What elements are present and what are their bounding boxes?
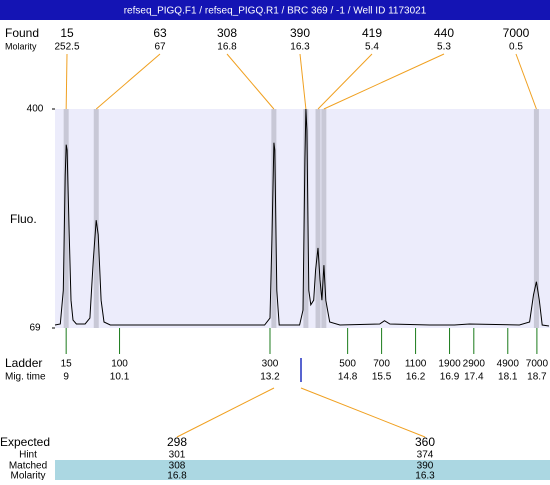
ladder-time: 14.8: [338, 372, 358, 383]
found-molarity: 16.3: [290, 42, 310, 53]
found-molarity: 5.4: [365, 42, 379, 53]
ladder-size: 500: [339, 359, 356, 370]
found-size: 15: [60, 26, 74, 40]
matched-label: Matched: [9, 461, 47, 472]
molarity-label: Molarity: [5, 41, 37, 51]
molarity-value: 16.8: [167, 471, 187, 480]
ladder-size: 1100: [405, 359, 427, 370]
peak-connector: [65, 53, 68, 110]
peak-band: [93, 109, 99, 328]
ladder-time: 17.4: [464, 372, 484, 383]
ladder-time: 16.9: [440, 372, 460, 383]
found-size: 308: [217, 26, 237, 40]
ladder-time: 18.7: [527, 372, 547, 383]
ladder-size: 700: [373, 359, 390, 370]
found-label: Found: [5, 26, 39, 40]
found-size: 63: [153, 26, 167, 40]
peak-connector: [323, 53, 445, 110]
ladder-time: 16.2: [406, 372, 426, 383]
trace: [54, 108, 550, 327]
found-size: 419: [362, 26, 382, 40]
y-tick-label: 400: [27, 104, 44, 115]
found-molarity: 16.8: [217, 42, 237, 53]
ladder-label: Ladder: [5, 356, 42, 370]
expected-value: 298: [167, 435, 187, 449]
mig-time-label: Mig. time: [5, 372, 46, 383]
ladder-size: 15: [61, 359, 73, 370]
matched-value: 308: [169, 461, 186, 472]
hint-value: 374: [417, 450, 434, 461]
peak-band: [63, 109, 69, 328]
found-size: 440: [434, 26, 454, 40]
molarity-label: Molarity: [10, 471, 45, 480]
peak-band: [321, 109, 327, 328]
peak-band: [315, 109, 321, 328]
peak-connector: [226, 53, 275, 110]
matched-value: 390: [417, 461, 434, 472]
molarity-value: 16.3: [415, 471, 435, 480]
hint-value: 301: [169, 450, 186, 461]
found-molarity: 67: [154, 42, 166, 53]
peak-band: [303, 109, 309, 328]
ladder-size: 7000: [526, 359, 549, 370]
found-molarity: 252.5: [54, 42, 79, 53]
title: refseq_PIGQ.F1 / refseq_PIGQ.R1 / BRC 36…: [124, 6, 427, 17]
ladder-time: 9: [63, 372, 69, 383]
ladder-time: 10.1: [110, 372, 130, 383]
ladder-size: 100: [111, 359, 128, 370]
ladder-size: 4900: [497, 359, 520, 370]
peak-band: [271, 109, 277, 328]
found-size: 390: [290, 26, 310, 40]
ladder-time: 18.1: [498, 372, 518, 383]
connector: [300, 387, 426, 438]
ladder-time: 15.5: [372, 372, 392, 383]
peak-band: [533, 109, 539, 328]
ladder-size: 1900: [438, 359, 461, 370]
ladder-time: 13.2: [260, 372, 280, 383]
connector: [176, 387, 275, 438]
plot-area: [55, 109, 550, 328]
title-bar: [0, 0, 550, 20]
peak-connector: [317, 53, 373, 110]
peak-connector: [299, 53, 307, 110]
found-size: 7000: [503, 26, 530, 40]
peak-connector: [515, 53, 537, 110]
ladder-size: 300: [262, 359, 279, 370]
expected-value: 360: [415, 435, 435, 449]
y-label: Fluo.: [10, 212, 37, 226]
expected-label: Expected: [0, 435, 50, 449]
found-molarity: 5.3: [437, 42, 451, 53]
ladder-size: 2900: [463, 359, 486, 370]
matched-band: [55, 460, 550, 480]
hint-label: Hint: [19, 450, 37, 461]
peak-connector: [95, 53, 161, 110]
y-tick-label: 69: [29, 323, 41, 334]
found-molarity: 0.5: [509, 42, 523, 53]
